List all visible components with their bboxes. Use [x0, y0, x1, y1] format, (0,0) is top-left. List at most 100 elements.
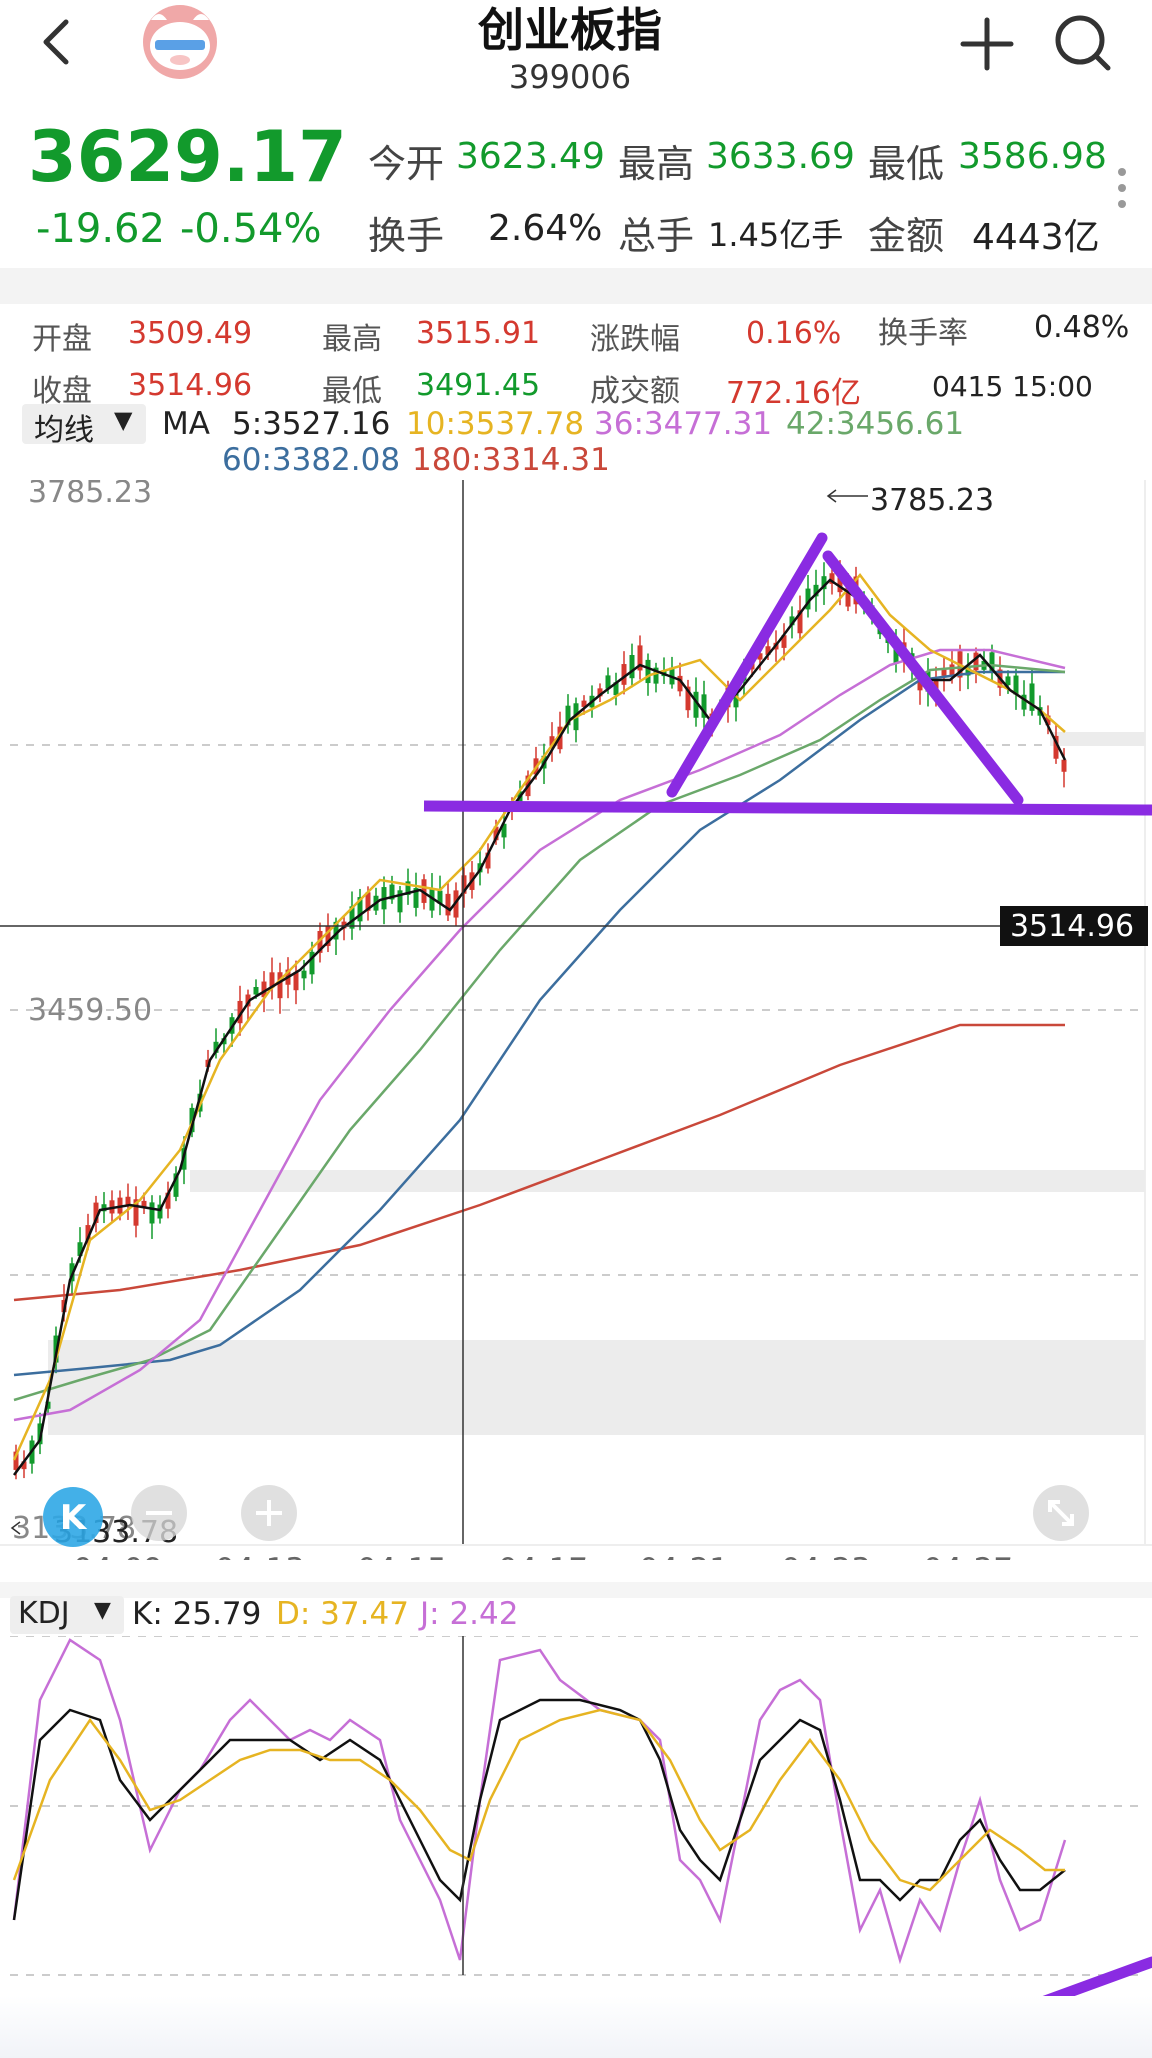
kdj-separator: [0, 1582, 1152, 1598]
candle-body: [429, 888, 435, 911]
volume-label: 总手: [618, 214, 695, 258]
candle-body: [693, 691, 699, 718]
kdj-j-value: J: 2.42: [420, 1596, 519, 1632]
x-axis-ticks: 04-09 04-13 04-15 04-17 04-21 04-23 04-27: [73, 1552, 1013, 1560]
shade-band: [190, 1170, 1145, 1192]
candle-body: [757, 653, 763, 660]
candle-body: [141, 1200, 147, 1208]
candle-datetime: 0415 15:00: [932, 370, 1093, 403]
shade-band: [48, 1340, 1145, 1435]
amount-label: 金额: [868, 214, 945, 258]
page-title: 创业板指: [478, 3, 662, 57]
candle-body: [1053, 735, 1059, 759]
zoom-in-button[interactable]: [240, 1484, 298, 1542]
candle-body: [309, 951, 315, 975]
low-label: 最低: [868, 142, 945, 186]
more-button[interactable]: [1112, 164, 1132, 214]
candle-body: [789, 616, 795, 626]
price-change-pct: -0.54%: [180, 206, 322, 252]
candle-close-label: 收盘: [32, 374, 92, 409]
search-button[interactable]: [1050, 10, 1116, 76]
chevron-down-icon: ▼: [94, 1598, 111, 1623]
candle-body: [1029, 683, 1035, 711]
add-button[interactable]: [955, 12, 1019, 76]
zoom-out-button[interactable]: [130, 1484, 188, 1542]
candle-body: [685, 686, 691, 711]
svg-text:K: K: [60, 1498, 88, 1538]
candle-body: [421, 879, 427, 903]
candle-body: [845, 584, 851, 607]
ma42-value: 42:3456.61: [786, 406, 965, 442]
y-axis-mid-label: 3459.50: [28, 993, 152, 1028]
k-logo-button[interactable]: K: [40, 1484, 106, 1550]
candle-body: [565, 705, 571, 726]
candle-body: [413, 888, 419, 908]
ma42-line: [13, 663, 1066, 1402]
candle-body: [341, 921, 347, 929]
candle-open-value: 3509.49: [128, 316, 253, 351]
ma60-line: [13, 670, 1065, 1377]
candle-body: [613, 682, 619, 696]
back-arrow-icon: [43, 19, 69, 65]
kline-chart[interactable]: 3514.96 3785.23 3459.50 3133.78 3785.23 …: [0, 480, 1152, 1560]
candle-body: [349, 906, 355, 929]
amount-value: 4443亿: [972, 217, 1100, 258]
candle-body: [973, 652, 979, 671]
volume-value: 1.45亿手: [708, 216, 844, 254]
annotation-right-leg: [822, 550, 1024, 806]
kdj-j-line: [12, 1638, 1067, 1965]
annotation-stroke: [1042, 1956, 1152, 1996]
candle-body: [237, 1000, 243, 1024]
low-value: 3586.98: [958, 136, 1107, 177]
candle-turn-label: 换手率: [878, 316, 968, 351]
candle-body: [45, 1401, 51, 1409]
fullscreen-button[interactable]: [1032, 1484, 1090, 1542]
x-axis-tick-label: 04-27: [923, 1552, 1013, 1560]
candle-body: [781, 635, 787, 648]
candle-chg-label: 涨跌幅: [590, 322, 680, 357]
ma5-value: 5:3527.16: [232, 406, 391, 442]
ma180-value: 180:3314.31: [412, 442, 610, 478]
bull-avatar-icon: [143, 5, 217, 79]
cursor-price-box: [1000, 906, 1148, 946]
ma-selector[interactable]: 均线 ▼: [22, 404, 146, 448]
annotation-left-leg: [666, 532, 828, 798]
candle-body: [1061, 759, 1067, 772]
candle-high-label: 最高: [322, 322, 382, 357]
x-axis-tick-label: 04-13: [215, 1552, 305, 1560]
x-axis-tick-label: 04-23: [781, 1552, 871, 1560]
k-logo-icon: K: [43, 1487, 103, 1547]
candle-open-label: 开盘: [32, 322, 92, 357]
kdj-chart[interactable]: [0, 1636, 1152, 1996]
candle-body: [893, 644, 899, 664]
candle-body: [765, 646, 771, 655]
candle-body: [213, 1041, 219, 1053]
back-button[interactable]: [28, 12, 88, 72]
candle-chg-value: 0.16%: [746, 316, 842, 351]
candle-body: [1005, 676, 1011, 686]
candle-body: [1045, 715, 1051, 726]
more-dots-icon: [1118, 168, 1126, 208]
candle-body: [333, 921, 339, 940]
candle-turn-value: 0.48%: [1034, 310, 1130, 345]
kdj-k-value: K: 25.79: [132, 1596, 262, 1632]
ma36-line: [13, 648, 1066, 1422]
candle-body: [549, 736, 555, 746]
kdj-d-value: D: 37.47: [276, 1596, 409, 1632]
candle-body: [821, 576, 827, 590]
candle-body: [93, 1202, 99, 1223]
max-marker-label: 3785.23: [870, 483, 994, 518]
candle-body: [605, 675, 611, 689]
kdj-selector[interactable]: KDJ ▼: [10, 1596, 124, 1634]
ma10-value: 10:3537.78: [406, 406, 585, 442]
stock-code: 399006: [508, 58, 632, 96]
candle-body: [965, 666, 971, 676]
avatar[interactable]: [137, 2, 223, 80]
candle-body: [397, 890, 403, 913]
candle-body: [293, 972, 299, 991]
candle-body: [133, 1199, 139, 1226]
candle-body: [325, 925, 331, 947]
turnover-value: 2.64%: [488, 208, 603, 249]
candle-low-value: 3491.45: [416, 368, 541, 403]
x-axis-tick-label: 04-09: [73, 1552, 163, 1560]
